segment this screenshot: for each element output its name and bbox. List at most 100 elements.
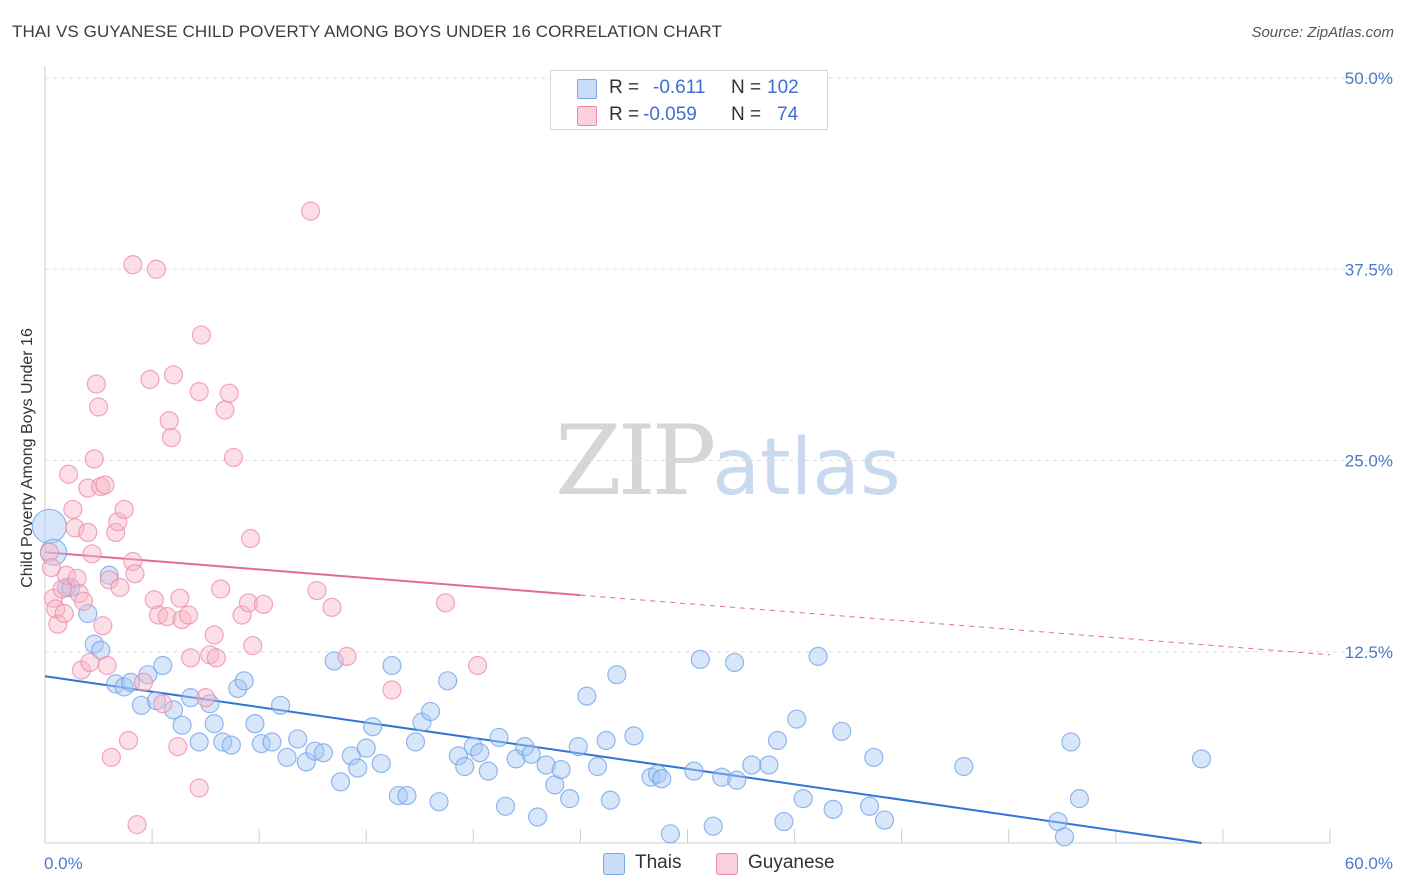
guyanese-point bbox=[178, 605, 199, 625]
guyanese-point bbox=[322, 597, 342, 617]
thais-point bbox=[596, 730, 616, 751]
thais-point bbox=[341, 746, 361, 766]
guyanese-point bbox=[95, 475, 115, 495]
thais-point bbox=[330, 772, 351, 792]
guyanese-point bbox=[161, 427, 181, 448]
thais-point bbox=[234, 671, 254, 691]
guyanese-point bbox=[73, 591, 94, 611]
thais-point bbox=[1054, 827, 1075, 847]
guyanese-point bbox=[127, 815, 147, 835]
guyanese-point bbox=[206, 648, 226, 668]
legend-r-value: -0.059 bbox=[643, 104, 697, 125]
thais-point bbox=[371, 753, 391, 774]
thais-point bbox=[489, 727, 509, 748]
thais-point bbox=[448, 746, 468, 766]
guyanese-point bbox=[168, 737, 188, 757]
guyanese-point bbox=[243, 636, 263, 656]
thais-point bbox=[568, 737, 588, 757]
guyanese-point bbox=[133, 672, 154, 692]
legend-row-guyanese: R = -0.059 N = 74 bbox=[551, 102, 827, 128]
legend-r-value: -0.611 bbox=[653, 77, 706, 98]
guyanese-point bbox=[157, 606, 177, 627]
legend-row-thais: R = -0.611 N = 102 bbox=[551, 75, 827, 101]
thais-point bbox=[859, 796, 880, 816]
thais-point bbox=[429, 792, 449, 812]
legend-r-label: R = bbox=[609, 104, 640, 125]
y-tick-label: 25.0% bbox=[1345, 452, 1393, 471]
legend-r-label: R = bbox=[609, 77, 640, 98]
guyanese-point bbox=[253, 594, 274, 614]
thais-point bbox=[382, 655, 402, 676]
legend-n-label: N = bbox=[731, 104, 762, 125]
trend-lines bbox=[44, 551, 1331, 844]
guyanese-point bbox=[78, 522, 98, 543]
thais-point bbox=[270, 695, 291, 715]
guyanese-point bbox=[67, 568, 87, 588]
axes bbox=[44, 66, 1331, 844]
thais-point bbox=[356, 738, 376, 758]
y-tick-label: 37.5% bbox=[1345, 260, 1393, 279]
thais-point bbox=[397, 785, 417, 806]
x-tick-label: 60.0% bbox=[1345, 854, 1393, 873]
guyanese-point bbox=[97, 655, 117, 676]
watermark-atlas: atlas bbox=[712, 423, 901, 513]
y-tick-label: 50.0% bbox=[1345, 69, 1393, 88]
x-tick-label: 0.0% bbox=[44, 854, 83, 873]
legend-n-value: 74 bbox=[777, 104, 799, 125]
thais-point bbox=[455, 756, 475, 777]
guyanese-point bbox=[39, 542, 59, 562]
guyanese-point bbox=[101, 747, 121, 767]
tick-labels: 12.5% 25.0% 37.5% 50.0% 0.0% 60.0% bbox=[44, 69, 1393, 873]
series-legend: Thais Guyanese bbox=[0, 852, 1406, 878]
thais-point bbox=[560, 789, 580, 809]
guyanese-point bbox=[189, 778, 209, 798]
legend-n-value: 102 bbox=[767, 77, 799, 98]
legend-swatch-guyanese bbox=[716, 853, 738, 875]
thais-point bbox=[153, 655, 173, 676]
thais-point bbox=[181, 688, 201, 708]
thais-point bbox=[527, 807, 548, 827]
thais-point bbox=[808, 646, 828, 666]
guyanese-point bbox=[181, 648, 201, 668]
thais-point bbox=[245, 714, 265, 734]
guyanese-point bbox=[219, 383, 239, 403]
thais-point bbox=[703, 816, 723, 836]
thais-point bbox=[1191, 749, 1212, 769]
chart-title: THAI VS GUYANESE CHILD POVERTY AMONG BOY… bbox=[12, 22, 722, 41]
thais-point bbox=[874, 810, 895, 830]
thais-point bbox=[1069, 789, 1090, 809]
thais-point bbox=[684, 761, 704, 781]
guyanese-point bbox=[99, 570, 119, 590]
thais-point bbox=[823, 799, 843, 819]
thais-point bbox=[163, 700, 184, 720]
thais-point bbox=[624, 726, 644, 746]
guyanese-point bbox=[123, 551, 143, 572]
guyanese-point bbox=[196, 688, 216, 708]
guyanese-point bbox=[63, 499, 83, 520]
guyanese-point bbox=[110, 577, 130, 598]
thais-point bbox=[607, 665, 627, 685]
guyanese-point bbox=[125, 564, 145, 584]
thais-point bbox=[405, 732, 426, 752]
thais-point bbox=[470, 743, 490, 763]
guyanese-point bbox=[232, 605, 252, 625]
guyanese-point bbox=[123, 255, 143, 275]
guyanese-point bbox=[84, 449, 104, 469]
data-points bbox=[31, 201, 1212, 847]
guyanese-point bbox=[114, 499, 134, 520]
thais-point bbox=[262, 732, 282, 752]
guyanese-point bbox=[468, 655, 488, 676]
guyanese-point bbox=[93, 616, 113, 636]
guyanese-point bbox=[88, 397, 109, 417]
thais-point bbox=[313, 743, 334, 763]
thais-point bbox=[277, 747, 297, 767]
guyanese-point bbox=[337, 646, 357, 666]
guyanese-point bbox=[204, 625, 224, 645]
guyanese-point bbox=[80, 652, 100, 673]
guyanese-point bbox=[118, 730, 139, 751]
thais-point bbox=[228, 678, 248, 699]
thais-point bbox=[690, 649, 710, 670]
thais-point bbox=[288, 729, 308, 749]
guyanese-point bbox=[435, 593, 456, 613]
